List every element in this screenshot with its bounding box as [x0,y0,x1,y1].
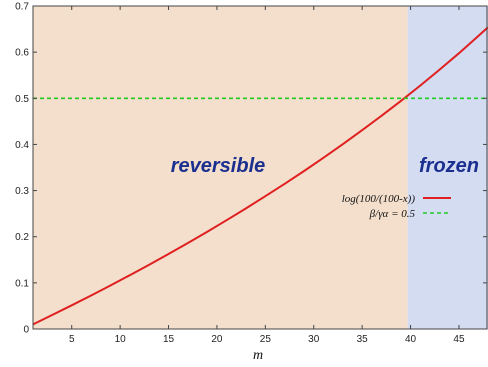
region-label-frozen: frozen [419,155,479,177]
x-tick-label: 10 [115,334,127,345]
y-tick-label: 0.2 [15,232,29,243]
legend-label: β/γα = 0.5 [369,208,416,220]
x-axis-title: m [253,348,263,363]
x-tick-label: 45 [453,334,465,345]
x-tick-label: 5 [69,334,75,345]
x-tick-label: 40 [405,334,417,345]
y-tick-label: 0.5 [15,94,29,105]
x-tick-label: 35 [357,334,369,345]
y-tick-label: 0.3 [15,186,29,197]
y-tick-label: 0.7 [15,2,29,13]
legend-label: log(100/(100-x)) [342,193,416,205]
region-label-reversible: reversible [171,155,266,177]
x-tick-label: 30 [308,334,320,345]
y-tick-label: 0.4 [15,140,29,151]
y-tick-label: 0 [23,325,29,336]
y-tick-label: 0.6 [15,48,29,59]
x-tick-label: 20 [211,334,223,345]
x-tick-label: 15 [163,334,175,345]
x-tick-label: 25 [260,334,272,345]
y-tick-label: 0.1 [15,278,29,289]
